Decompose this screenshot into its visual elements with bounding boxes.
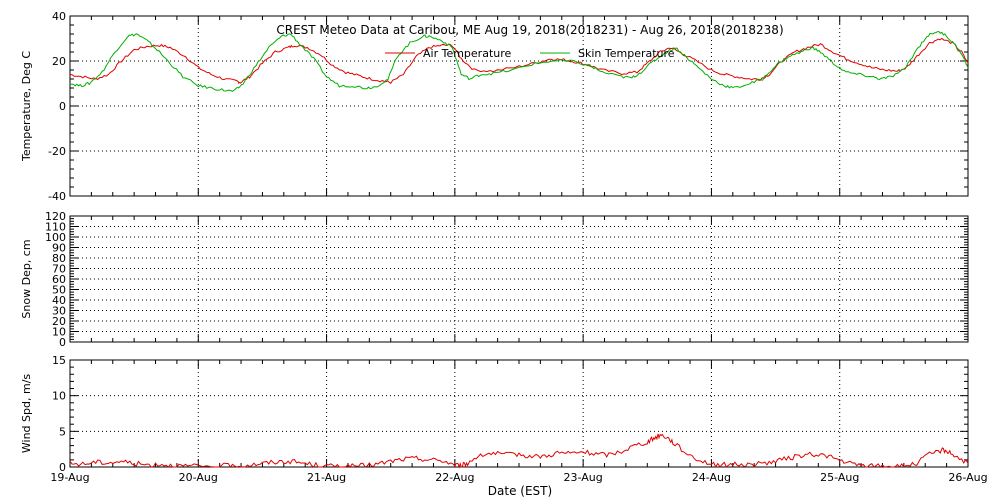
y-tick-label: 20 [52, 55, 66, 68]
x-tick-label: 22-Aug [435, 471, 474, 484]
x-tick-label: 19-Aug [50, 471, 89, 484]
y-tick-label: 60 [52, 273, 66, 286]
y-axis-label: Temperature, Deg C [20, 51, 33, 162]
plot-frame [69, 359, 969, 468]
y-tick-label: 70 [52, 263, 66, 276]
y-tick-label: 10 [52, 326, 66, 339]
series-line-air-temperature [69, 37, 969, 85]
chart-panels: -40 -20 0 20 40 Temperature, Deg C Air Tempera… [20, 10, 988, 484]
y-tick-label: 20 [52, 315, 66, 328]
y-axis-label: Snow Dep, cm [20, 239, 33, 318]
x-tick-label: 21-Aug [307, 471, 346, 484]
y-tick-label: 15 [52, 354, 66, 367]
y-tick-label: 0 [59, 461, 66, 474]
y-tick-label: 90 [52, 242, 66, 255]
y-tick-label: 5 [59, 425, 66, 438]
legend-label: Skin Temperature [578, 47, 675, 60]
x-tick-label: 23-Aug [564, 471, 603, 484]
chart-title: CREST Meteo Data at Caribou, ME Aug 19, … [276, 23, 783, 37]
y-axis-label: Wind Spd, m/s [20, 374, 33, 454]
legend: Air Temperature Skin Temperature [385, 47, 675, 60]
series-line-wind-speed [69, 433, 969, 469]
y-tick-label: 10 [52, 390, 66, 403]
chart-panel-3: 0 5 10 15 Wind Spd, m/s 19-Aug 20-Aug 21-Aug 22-… [20, 354, 988, 484]
y-tick-label: 40 [52, 294, 66, 307]
y-tick-label: 110 [45, 221, 66, 234]
x-tick-label: 25-Aug [820, 471, 859, 484]
x-tick-label: 24-Aug [692, 471, 731, 484]
y-tick-label: 120 [45, 210, 66, 223]
x-axis-label: Date (EST) [488, 484, 552, 498]
x-tick-label: 20-Aug [179, 471, 218, 484]
y-tick-label: 0 [59, 336, 66, 349]
y-tick-label: 30 [52, 305, 66, 318]
y-tick-label: 0 [59, 100, 66, 113]
y-tick-label: 50 [52, 284, 66, 297]
series-line-skin-temperature [69, 30, 969, 92]
y-tick-label: -40 [48, 190, 66, 203]
y-tick-label: 80 [52, 252, 66, 265]
y-tick-label: 100 [45, 231, 66, 244]
x-tick-label: 26-Aug [948, 471, 987, 484]
chart-panel-1: -40 -20 0 20 40 Temperature, Deg C Air Tempera… [20, 10, 969, 203]
y-tick-label: -20 [48, 145, 66, 158]
y-tick-label: 40 [52, 10, 66, 23]
legend-label: Air Temperature [423, 47, 512, 60]
